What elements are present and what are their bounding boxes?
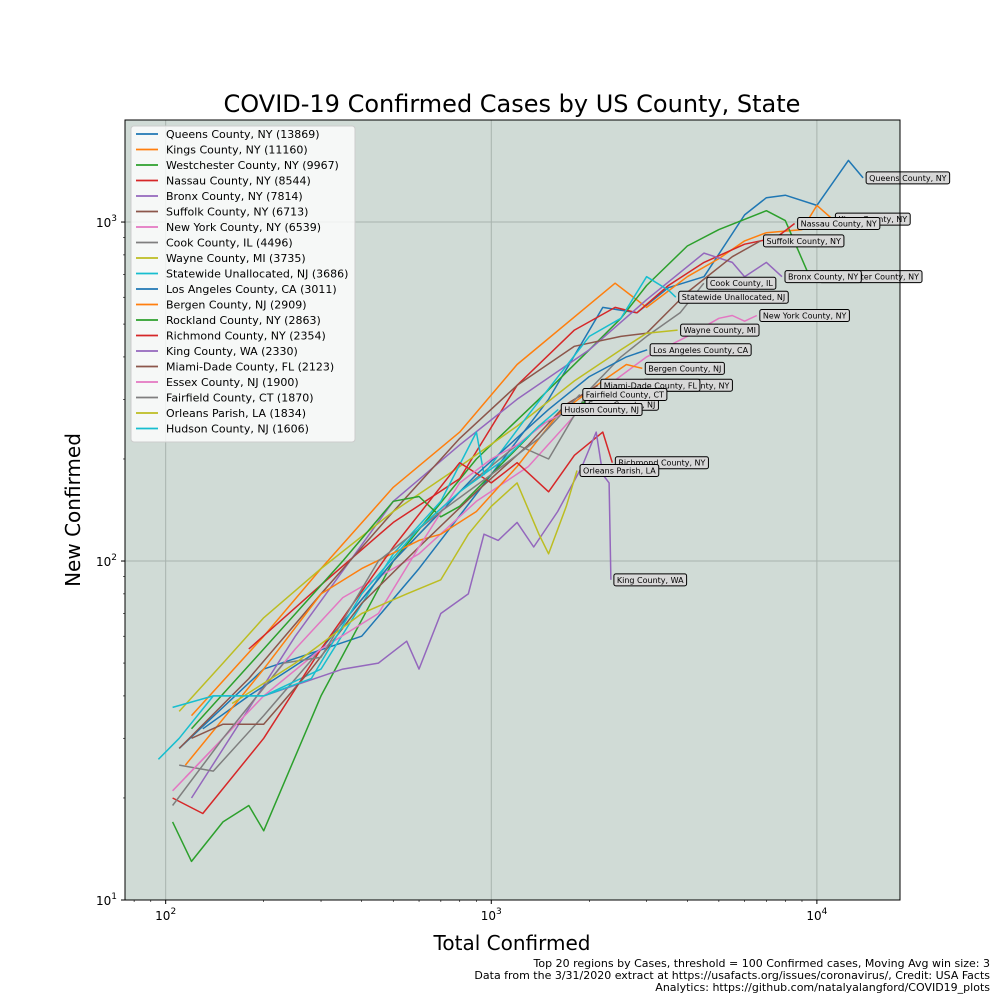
series-line-19	[231, 470, 578, 705]
legend: Queens County, NY (13869) Kings County, N…	[130, 125, 356, 443]
chart-title: COVID-19 Confirmed Cases by US County, S…	[224, 90, 801, 118]
legend-entry: Wayne County, MI (3735)	[166, 252, 306, 265]
legend-entry: Cook County, IL (4496)	[166, 237, 293, 250]
annotation-label: King County, WA	[617, 576, 684, 585]
annotation-label: Queens County, NY	[869, 174, 947, 183]
legend-entry: Westchester County, NY (9967)	[166, 159, 339, 172]
footer-line-1: Top 20 regions by Cases, threshold = 100…	[533, 957, 990, 970]
legend-entry: Fairfield County, CT (1870)	[166, 392, 314, 405]
annotation-18: Fairfield County, CT	[582, 387, 668, 401]
annotation-label: Bergen County, NJ	[648, 364, 721, 373]
legend-entry: Essex County, NJ (1900)	[166, 376, 299, 389]
legend-box	[130, 125, 356, 443]
annotation-20: Hudson County, NJ	[560, 402, 643, 416]
series-line-15	[263, 431, 612, 697]
annotation-11: Los Angeles County, CA	[649, 343, 752, 357]
x-axis-label: Total Confirmed	[433, 931, 591, 955]
legend-entry: Orleans Parish, LA (1834)	[166, 407, 306, 420]
annotation-4: Nassau County, NY	[797, 217, 881, 231]
annotation-label: Fairfield County, CT	[586, 390, 664, 399]
series-line-3	[171, 209, 817, 863]
series-lines	[157, 159, 864, 863]
annotation-8: Cook County, IL	[706, 276, 777, 290]
legend-entry: Suffolk County, NY (6713)	[166, 206, 308, 219]
annotation-label: Miami-Dade County, FL	[604, 381, 698, 390]
plot-frame	[124, 119, 901, 901]
annotation-6: Suffolk County, NY	[763, 234, 845, 248]
series-line-9	[178, 329, 678, 712]
annotation-15: King County, WA	[613, 573, 688, 587]
series-line-20	[172, 408, 559, 709]
annotation-10: Statewide Unallocated, NJ	[678, 290, 789, 304]
series-line-7	[172, 314, 758, 792]
series-line-6	[178, 240, 761, 749]
y-tick-label: 102	[96, 553, 117, 569]
annotation-label: Statewide Unallocated, NJ	[682, 293, 786, 302]
y-tick-label: 101	[96, 892, 117, 908]
annotation-label: Orleans Parish, LA	[583, 466, 656, 475]
axis-ticks: 102 103 104 101 102 103	[96, 214, 828, 923]
legend-entry: Miami-Dade County, FL (2123)	[166, 361, 334, 374]
series-line-4	[248, 222, 796, 650]
legend-entry: New York County, NY (6539)	[166, 221, 321, 234]
legend-entry: King County, WA (2330)	[166, 345, 298, 358]
series-line-14	[172, 431, 614, 815]
legend-entry: Statewide Unallocated, NJ (3686)	[166, 268, 348, 281]
annotation-label: Hudson County, NJ	[564, 405, 639, 414]
legend-entry: Kings County, NY (11160)	[166, 144, 308, 157]
line-annotations: Queens County, NYKings County, NYWestche…	[560, 171, 951, 587]
series-line-1	[178, 159, 864, 749]
x-tick-label: 102	[155, 907, 176, 923]
annotation-7: New York County, NY	[759, 309, 850, 323]
legend-entry: Richmond County, NY (2354)	[166, 330, 326, 343]
legend-entry: Nassau County, NY (8544)	[166, 175, 311, 188]
annotation-1: Queens County, NY	[865, 171, 951, 185]
annotation-label: New York County, NY	[763, 312, 847, 321]
annotation-label: Suffolk County, NY	[767, 237, 842, 246]
annotation-label: Los Angeles County, CA	[653, 346, 748, 355]
legend-entry: Hudson County, NJ (1606)	[166, 423, 309, 436]
legend-entry: Los Angeles County, CA (3011)	[166, 283, 337, 296]
series-line-12	[184, 363, 643, 766]
annotation-label: Westchester County, NY	[822, 273, 919, 282]
series-line-11	[202, 349, 648, 730]
legend-entry: Rockland County, NY (2863)	[166, 314, 321, 327]
annotation-label: Bronx County, NY	[788, 273, 858, 282]
annotation-label: Nassau County, NY	[801, 220, 877, 229]
legend-entry: Queens County, NY (13869)	[166, 128, 320, 141]
legend-entry: Bronx County, NY (7814)	[166, 190, 303, 203]
annotation-label: Wayne County, MI	[684, 326, 756, 335]
annotation-label: Cook County, IL	[710, 279, 773, 288]
annotation-label: Richmond County, NY	[618, 459, 705, 468]
series-line-16	[191, 384, 599, 739]
legend-entry: Bergen County, NJ (2909)	[166, 299, 307, 312]
footer-line-3: Analytics: https://github.com/natalyalan…	[655, 981, 990, 994]
annotation-12: Bergen County, NJ	[644, 361, 725, 375]
y-axis-label: New Confirmed	[61, 433, 85, 587]
x-tick-label: 104	[806, 907, 827, 923]
annotation-19: Orleans Parish, LA	[579, 463, 660, 477]
y-tick-label: 103	[96, 214, 117, 230]
x-tick-label: 103	[481, 907, 502, 923]
annotation-9: Wayne County, MI	[680, 323, 760, 337]
annotation-5: Bronx County, NY	[784, 270, 862, 284]
series-line-18	[172, 393, 581, 806]
footer-line-2: Data from the 3/31/2020 extract at https…	[474, 969, 990, 982]
